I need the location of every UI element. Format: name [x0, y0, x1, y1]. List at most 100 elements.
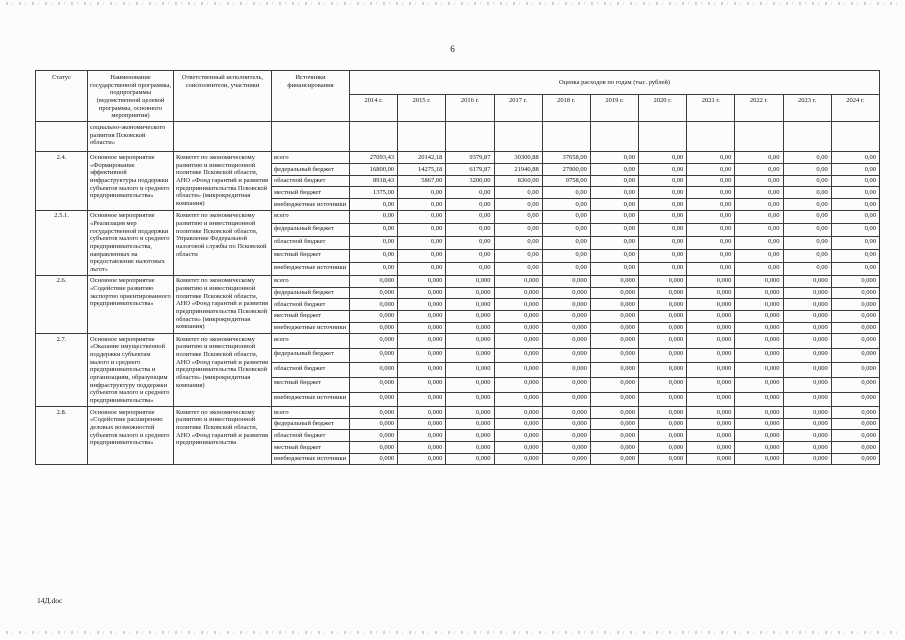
- value-cell: 0,00: [734, 209, 784, 224]
- value-cell: 0,00: [493, 186, 543, 200]
- value-cell: 0,00: [348, 222, 399, 237]
- value-cell: 0,000: [638, 391, 688, 408]
- value-cell: 0,00: [686, 151, 736, 165]
- value-cell: 0,000: [734, 452, 784, 466]
- value-cell: 0,00: [589, 209, 640, 224]
- funding-source-cell: всего: [271, 274, 350, 288]
- funding-source-cell: всего: [271, 209, 350, 224]
- value-cell: 0,00: [493, 209, 543, 224]
- value-cell: 0,00: [686, 235, 736, 250]
- value-cell: 0,00: [638, 235, 688, 250]
- funding-source-cell: федеральный бюджет: [271, 222, 350, 237]
- funding-source-cell: местный бюджет: [271, 376, 350, 393]
- value-cell: 0,00: [397, 222, 447, 237]
- table-row: внебюджетные источники 0,000 0,000 0,000 0,0…: [36, 391, 881, 408]
- value-cell: 0,000: [445, 417, 495, 431]
- value-cell: 0,000: [830, 376, 881, 393]
- table-row: внебюджетные источники 0,000 0,000 0,000 0,0…: [36, 321, 881, 335]
- funding-source-cell: областной бюджет: [271, 362, 350, 378]
- funding-source-cell: областной бюджет: [271, 298, 350, 311]
- value-cell: 0,000: [541, 406, 591, 419]
- value-cell: 0,000: [589, 417, 640, 431]
- value-cell: 0,000: [445, 286, 495, 300]
- value-cell: 0,000: [830, 286, 881, 300]
- value-cell: 0,000: [589, 441, 640, 454]
- value-cell: 0,00: [348, 235, 399, 250]
- value-cell: 0,000: [589, 274, 640, 288]
- value-cell: 0,000: [493, 298, 543, 311]
- value-cell: 0,00: [638, 151, 688, 165]
- value-cell: 0,000: [734, 298, 784, 311]
- value-cell: 0,000: [348, 347, 399, 364]
- value-cell: 0,00: [830, 235, 881, 250]
- years-header-row: 2014 г. 2015 г. 2016 г. 2017 г. 2018 г. 2019 …: [36, 94, 881, 123]
- value-cell: 0,000: [830, 347, 881, 364]
- value-cell: 0,000: [348, 298, 399, 311]
- header-executor: Ответственный исполнитель, соисполнители…: [173, 69, 272, 123]
- status-cell: 2.8.: [35, 406, 88, 466]
- document-filename: 14Д.doc: [37, 596, 63, 605]
- executor-cell: Комитет по экономическому развитию и инв…: [173, 333, 272, 408]
- value-cell: 0,000: [589, 362, 640, 378]
- funding-source-cell: всего: [271, 406, 350, 419]
- value-cell: 0,000: [445, 347, 495, 364]
- value-cell: 0,000: [782, 406, 832, 419]
- value-cell: 0,000: [638, 429, 688, 443]
- value-cell: 0,000: [445, 452, 495, 466]
- value-cell: 0,000: [493, 391, 543, 408]
- value-cell: 0,000: [493, 406, 543, 419]
- executor-cell: Комитет по экономическому развитию и инв…: [173, 151, 272, 211]
- funding-source-cell: местный бюджет: [271, 309, 350, 323]
- value-cell: 0,00: [589, 163, 640, 176]
- value-cell: 27093,43: [348, 151, 399, 165]
- value-cell: 0,000: [445, 406, 495, 419]
- value-cell: 0,00: [638, 261, 688, 276]
- value-cell: 0,00: [589, 222, 640, 237]
- value-cell: 0,000: [782, 441, 832, 454]
- value-cell: 0,000: [686, 362, 736, 378]
- funding-source-cell: [271, 121, 350, 153]
- status-cell: 2.4.: [35, 151, 88, 211]
- value-cell: 0,00: [686, 209, 736, 224]
- value-cell: 0,00: [734, 174, 784, 188]
- value-cell: 0,00: [589, 261, 640, 276]
- value-cell: 0,000: [397, 309, 447, 323]
- table-row: федеральный бюджет 0,000 0,000 0,000 0,000 0,…: [36, 417, 881, 431]
- value-cell: 0,000: [782, 452, 832, 466]
- value-cell: [830, 121, 881, 153]
- value-cell: [541, 121, 591, 153]
- header-year: 2022 г.: [734, 94, 784, 123]
- value-cell: 5867,00: [397, 174, 447, 188]
- table-row: внебюджетные источники 0,00 0,00 0,00 0,00 0,…: [36, 261, 881, 276]
- value-cell: 0,000: [734, 321, 784, 335]
- page-number: 6: [450, 44, 455, 54]
- value-cell: 16800,00: [348, 163, 399, 176]
- value-cell: 0,000: [734, 406, 784, 419]
- value-cell: 0,000: [397, 362, 447, 378]
- value-cell: [686, 121, 736, 153]
- value-cell: 0,000: [686, 417, 736, 431]
- value-cell: 21940,88: [493, 163, 543, 176]
- value-cell: [734, 121, 784, 153]
- funding-source-cell: федеральный бюджет: [271, 417, 350, 431]
- value-cell: 0,00: [782, 222, 832, 237]
- value-cell: 0,000: [541, 347, 591, 364]
- program-cell: Основное мероприятие «Реализация мер гос…: [87, 209, 174, 276]
- value-cell: 0,00: [782, 186, 832, 200]
- value-cell: 0,000: [541, 391, 591, 408]
- value-cell: 0,000: [541, 362, 591, 378]
- value-cell: 0,000: [638, 274, 688, 288]
- value-cell: 0,000: [397, 406, 447, 419]
- header-year: 2018 г.: [541, 94, 591, 123]
- value-cell: 0,000: [445, 441, 495, 454]
- value-cell: 9379,87: [445, 151, 495, 165]
- value-cell: 0,00: [686, 248, 736, 263]
- value-cell: 0,000: [734, 333, 784, 349]
- value-cell: 0,000: [734, 417, 784, 431]
- value-cell: 0,00: [830, 174, 881, 188]
- value-cell: 0,000: [638, 452, 688, 466]
- table-row: 2.7. Основное мероприятие «Оказание имуще…: [35, 333, 881, 408]
- value-cell: 0,00: [589, 151, 640, 165]
- header-year: 2020 г.: [638, 94, 688, 123]
- value-cell: 0,000: [397, 391, 447, 408]
